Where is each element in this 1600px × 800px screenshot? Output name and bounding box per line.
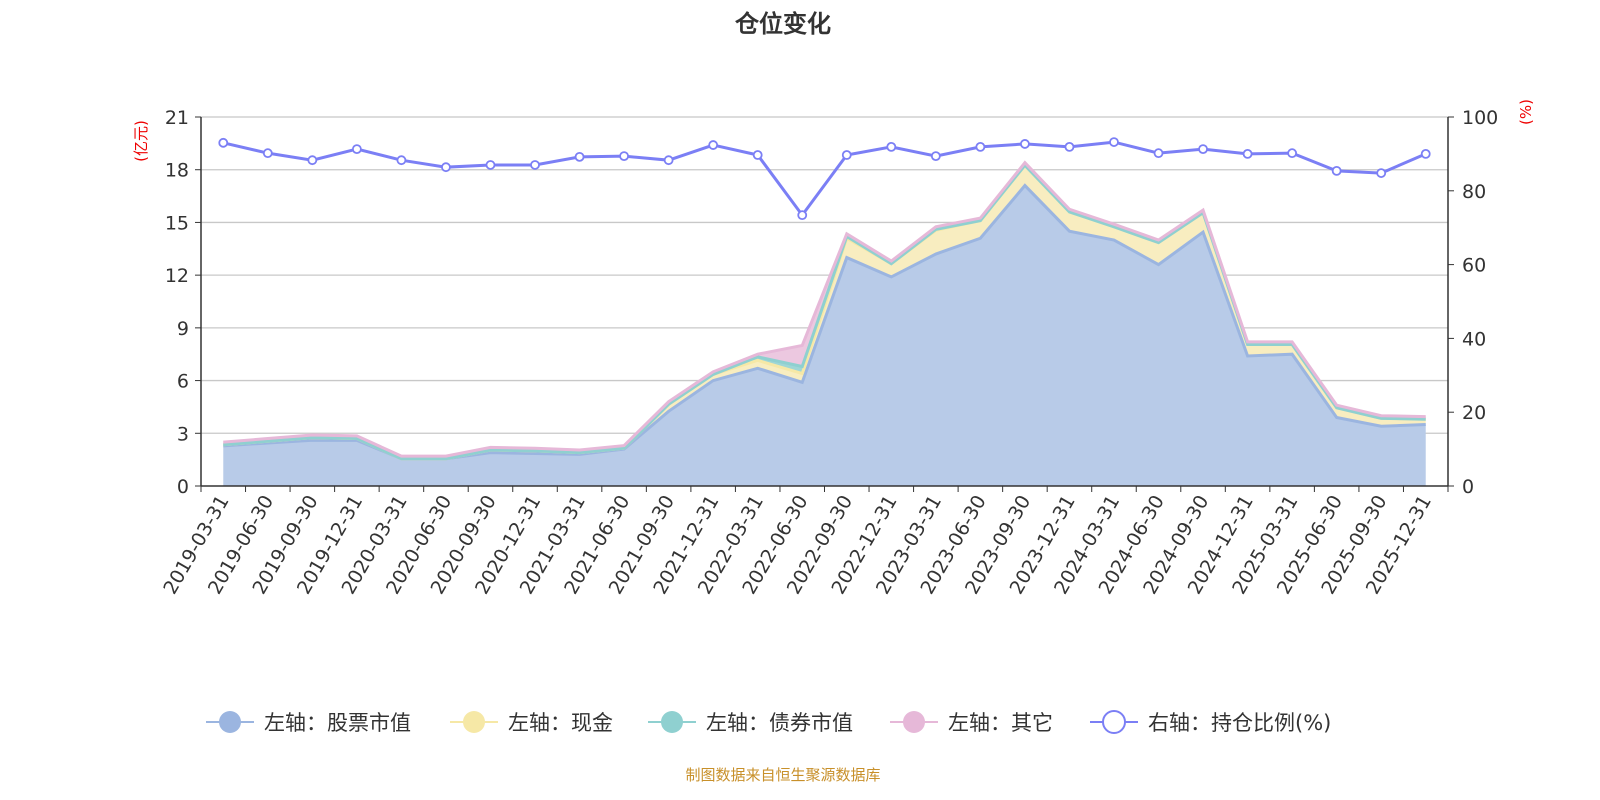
ratio-point [396, 155, 407, 166]
ratio-point [797, 210, 808, 221]
area-左轴：股票市值 [223, 185, 1426, 486]
legend-label: 右轴：持仓比例(%) [1148, 711, 1331, 735]
ratio-point [574, 151, 585, 162]
ratio-point [441, 162, 451, 173]
ratio-point [1064, 141, 1075, 152]
ratio-point [841, 150, 852, 160]
ratio-point [752, 150, 763, 160]
right-tick-label: 80 [1462, 181, 1486, 203]
left-tick-label: 12 [165, 265, 189, 287]
legend-label: 左轴：其它 [948, 711, 1053, 735]
ratio-line [222, 140, 1427, 218]
right-tick-label: 0 [1462, 476, 1474, 498]
left-tick-label: 0 [177, 476, 189, 498]
ratio-point [485, 160, 496, 170]
left-tick-label: 6 [177, 371, 189, 393]
ratio-point [1376, 168, 1387, 178]
data-source-footer: 制图数据来自恒生聚源数据库 [685, 766, 881, 784]
legend-item[interactable]: 右轴：持仓比例(%) [1090, 710, 1331, 735]
ratio-point [262, 148, 273, 159]
legend-label: 左轴：股票市值 [264, 711, 411, 735]
ratio-point [1242, 148, 1253, 159]
legend-circle-icon [1102, 710, 1126, 734]
ratio-point [530, 160, 540, 170]
ratio-point [1153, 148, 1164, 159]
ratio-point [975, 141, 986, 152]
legend-item[interactable]: 左轴：其它 [890, 711, 1053, 735]
ratio-point [1420, 148, 1431, 159]
legend-item[interactable]: 左轴：现金 [450, 711, 613, 735]
legend-circle-icon [463, 711, 485, 733]
legend-circle-icon [661, 711, 683, 733]
ratio-point [218, 137, 229, 148]
ratio-point [307, 155, 318, 166]
legend-item[interactable]: 左轴：股票市值 [206, 711, 411, 735]
chart-title: 仓位变化 [734, 10, 831, 38]
right-tick-label: 60 [1462, 255, 1486, 277]
legend-item[interactable]: 左轴：债券市值 [648, 711, 853, 735]
legend-circle-icon [219, 711, 241, 733]
ratio-point [930, 151, 941, 162]
ratio-point [886, 141, 897, 152]
ratio-point [1287, 148, 1298, 159]
left-tick-label: 18 [165, 160, 189, 182]
left-tick-label: 3 [177, 423, 189, 445]
legend-label: 左轴：债券市值 [706, 711, 853, 735]
ratio-point [1331, 165, 1342, 176]
left-axis-label: (亿元) [132, 120, 150, 162]
legend-label: 左轴：现金 [508, 711, 613, 735]
right-tick-label: 100 [1462, 107, 1498, 129]
right-tick-label: 20 [1462, 402, 1486, 424]
ratio-point [1020, 139, 1030, 149]
ratio-point [1198, 144, 1208, 155]
left-tick-label: 21 [165, 107, 189, 129]
ratio-point [708, 140, 719, 150]
legend-circle-icon [903, 711, 925, 733]
ratio-point [663, 155, 674, 166]
ratio-point [619, 151, 629, 162]
ratio-point [351, 144, 362, 155]
ratio-point [1109, 137, 1119, 147]
right-axis-label: (%) [1517, 99, 1535, 125]
left-tick-label: 9 [177, 318, 189, 340]
right-tick-label: 40 [1462, 328, 1486, 350]
area-top-line [223, 160, 1426, 458]
left-tick-label: 15 [165, 212, 189, 234]
area-左轴：现金 [223, 165, 1426, 459]
